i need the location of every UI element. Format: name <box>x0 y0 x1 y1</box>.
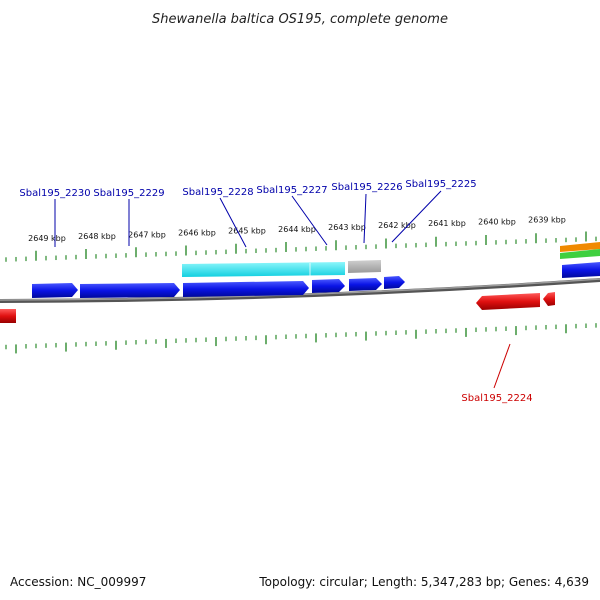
gene-label-sbal195-2227[interactable]: Sbal195_2227 <box>256 185 327 196</box>
scale-ticks-reverse <box>5 323 597 354</box>
scale-ticks-forward <box>5 231 597 262</box>
scale-label: 2640 kbp <box>478 217 516 226</box>
gene-arrow-sbal195-2224[interactable] <box>476 293 540 310</box>
gene-label-sbal195-2228[interactable]: Sbal195_2228 <box>182 187 253 198</box>
cds-band[interactable] <box>182 262 345 277</box>
scale-label: 2642 kbp <box>378 221 416 230</box>
gene-arrow-sbal195-2228[interactable] <box>183 281 309 297</box>
gene-arrow-left-edge[interactable] <box>0 309 16 323</box>
gene-arrow-sbal195-2226[interactable] <box>349 278 382 291</box>
genome-summary-text: Topology: circular; Length: 5,347,283 bp… <box>258 575 589 589</box>
gray-band[interactable] <box>348 260 381 273</box>
map-title: Shewanella baltica OS195, complete genom… <box>152 12 448 27</box>
green-band[interactable] <box>560 249 600 259</box>
scale-labels: 2649 kbp 2648 kbp 2647 kbp 2646 kbp 2645 kbp… <box>28 216 566 244</box>
scale-label: 2649 kbp <box>28 234 66 243</box>
orange-band[interactable] <box>560 242 600 252</box>
genome-backbone <box>0 278 600 303</box>
accession-text: Accession: NC_009997 <box>10 575 146 589</box>
gene-arrow-sbal195-2227[interactable] <box>312 279 345 293</box>
gene-arrow-sbal195-2229[interactable] <box>80 283 180 298</box>
gene-label-sbal195-2224[interactable]: Sbal195_2224 <box>461 393 532 404</box>
scale-label: 2648 kbp <box>78 232 116 241</box>
gene-label-sbal195-2229[interactable]: Sbal195_2229 <box>93 188 164 199</box>
gene-label-sbal195-2230[interactable]: Sbal195_2230 <box>19 188 90 199</box>
scale-label: 2639 kbp <box>528 216 566 225</box>
scale-label: 2645 kbp <box>228 227 266 236</box>
gene-arrow-reverse-small[interactable] <box>543 292 555 306</box>
scale-label: 2644 kbp <box>278 225 316 234</box>
scale-label: 2641 kbp <box>428 219 466 228</box>
gene-label-leaders <box>54 190 442 248</box>
scale-label: 2646 kbp <box>178 228 216 237</box>
gene-arrow-sbal195-2225[interactable] <box>384 276 405 289</box>
gene-label-leader-reverse <box>493 343 511 389</box>
gene-arrow-sbal195-2230[interactable] <box>32 283 78 298</box>
gene-label-sbal195-2225[interactable]: Sbal195_2225 <box>405 179 476 190</box>
scale-label: 2647 kbp <box>128 230 166 239</box>
gene-label-sbal195-2226[interactable]: Sbal195_2226 <box>331 182 402 193</box>
scale-label: 2643 kbp <box>328 223 366 232</box>
gene-arrow-right-edge[interactable] <box>562 262 600 278</box>
